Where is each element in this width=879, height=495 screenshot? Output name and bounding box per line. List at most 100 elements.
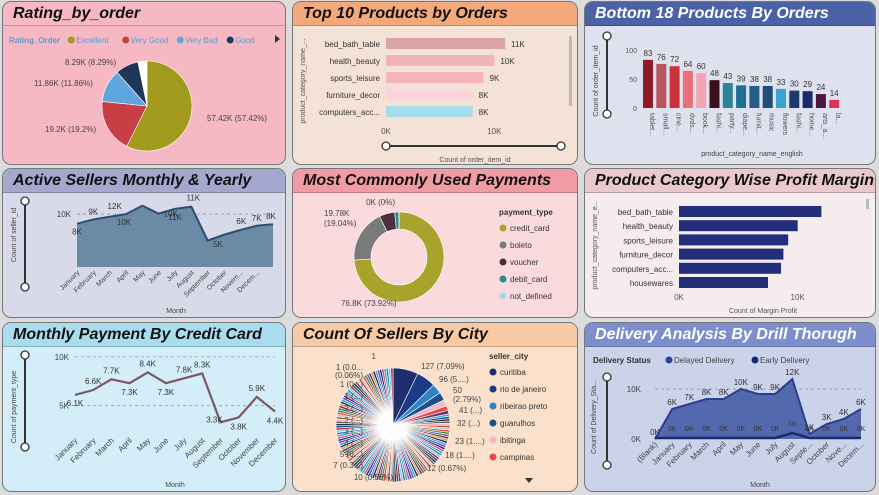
- data-label: 0K: [805, 426, 814, 433]
- slider-handle-bottom: [602, 109, 612, 119]
- data-label: 6K: [236, 217, 246, 226]
- series-line-delayed: [654, 377, 862, 440]
- data-label: 8K: [479, 108, 489, 117]
- data-label: 1K: [805, 423, 815, 432]
- bar: [679, 248, 784, 260]
- category-label: furniture_decor: [619, 251, 673, 260]
- legend-item: debit_card: [510, 275, 547, 284]
- bar: [736, 85, 747, 108]
- legend-marker: [665, 356, 673, 364]
- slider-handle-top: [602, 372, 612, 382]
- data-label: 12K: [108, 202, 123, 211]
- legend-item: Delayed Delivery: [674, 356, 734, 365]
- legend-marker: [499, 292, 507, 300]
- legend-item: guarulhos: [500, 419, 535, 428]
- bar: [679, 220, 798, 232]
- data-label: 29: [803, 80, 812, 89]
- bar: [776, 88, 786, 108]
- data-label: 8.3K: [194, 360, 211, 369]
- data-label: 12 (0.67%): [427, 464, 466, 473]
- series-line: [74, 371, 276, 424]
- card-title: Delivery Analysis By Drill Thorugh: [585, 323, 875, 347]
- slider-handle-top: [20, 196, 30, 206]
- data-label: 19.78K: [324, 209, 350, 218]
- data-label: 0K: [822, 426, 831, 433]
- bar: [386, 55, 495, 66]
- bar: [802, 91, 813, 108]
- data-label: 7K: [684, 393, 694, 402]
- bar: [669, 66, 680, 108]
- slider-handle-right: [556, 141, 566, 151]
- category-label: furnit...: [754, 113, 761, 134]
- legend-item: boleto: [510, 241, 532, 250]
- data-label: 0K: [754, 426, 763, 433]
- data-label: 8.29K (8.29%): [65, 58, 116, 67]
- category-label: fashi...: [715, 113, 722, 134]
- card-sellers: Active Sellers Monthly & Yearly 10K 8K 9K 1…: [2, 168, 286, 318]
- bar: [679, 206, 822, 217]
- bar: [709, 80, 720, 108]
- slider-handle-top: [602, 31, 612, 41]
- data-label: 30: [790, 80, 799, 89]
- bar: [656, 63, 667, 108]
- data-label: 0K: [685, 426, 694, 433]
- bar: [762, 85, 773, 108]
- legend-item: ribeirao preto: [500, 402, 548, 411]
- category-label: March: [95, 269, 114, 288]
- pie-slice: [137, 60, 148, 107]
- scrollbar: [569, 36, 572, 106]
- area-fill: [77, 205, 273, 267]
- category-label: dvds...: [688, 113, 695, 134]
- data-label: 9K: [490, 74, 500, 83]
- category-label: health_beauty: [330, 57, 380, 66]
- x-tick-label: 10K: [487, 127, 502, 136]
- category-label: April: [710, 440, 728, 458]
- data-label: 7.3K: [121, 388, 138, 397]
- legend-item: rio de janeiro: [500, 385, 547, 394]
- y-tick-label: 100: [625, 48, 637, 55]
- category-label: bed_bath_table: [618, 208, 674, 217]
- data-label: (2.79%): [453, 395, 481, 404]
- bar: [749, 85, 760, 108]
- card-title: Most Commonly Used Payments: [293, 169, 577, 193]
- category-label: furniture_decor: [326, 91, 380, 100]
- data-label: (0.06%): [335, 371, 363, 380]
- legend-item: ibitinga: [500, 436, 526, 445]
- credit-line-chart: 5K 10K 6.1K 6.6K7.7K 7.3K 8.4K 7.3K 7.8K8.3K 3.3…: [11, 350, 284, 489]
- legend-item: Early Delivery: [760, 356, 809, 365]
- area-fill-delayed: [655, 379, 861, 439]
- data-label: 64: [683, 60, 692, 69]
- legend-marker: [489, 385, 497, 393]
- data-label: 38: [750, 75, 759, 84]
- data-label: 43: [723, 72, 732, 81]
- rating-pie-chart: Rating_Order Excellent Very Good Very Bad Go…: [9, 35, 280, 152]
- y-tick-label: 10K: [55, 353, 70, 362]
- delivery-area-chart: Delivery Status Delayed Delivery Early Del…: [591, 356, 867, 489]
- category-label: May: [132, 269, 147, 284]
- bar: [679, 262, 782, 274]
- data-label: 11K: [168, 213, 182, 222]
- data-label: 4 (...): [344, 439, 363, 448]
- data-label: 0K: [702, 426, 711, 433]
- data-label: 11K: [511, 40, 525, 49]
- data-label: 7.3K: [158, 388, 175, 397]
- data-label: 23 (1....): [455, 437, 485, 446]
- data-label: 8K: [72, 228, 82, 237]
- series-line-early: [655, 431, 861, 440]
- x-tick-label: 10K: [791, 293, 806, 302]
- pie-slice: [101, 101, 148, 147]
- data-label: 4.4K: [267, 417, 284, 426]
- legend-marker: [489, 419, 497, 427]
- y-axis-label: Count of seller_id: [11, 208, 18, 263]
- category-label: sports_leisure: [330, 74, 380, 83]
- category-label: April: [116, 269, 131, 284]
- data-label: 1: [372, 352, 377, 361]
- y-tick-label: 5K: [59, 402, 69, 411]
- data-label: 11.86K (11.86%): [34, 79, 93, 88]
- legend-marker: [122, 36, 130, 44]
- data-label: 76.8K (73.92%): [341, 299, 397, 308]
- data-label: 10K: [500, 57, 515, 66]
- scrollbar: [866, 199, 869, 209]
- data-label: 1 (0.0...: [336, 363, 363, 372]
- card-delivery: Delivery Analysis By Drill Thorugh Deliv…: [584, 322, 876, 492]
